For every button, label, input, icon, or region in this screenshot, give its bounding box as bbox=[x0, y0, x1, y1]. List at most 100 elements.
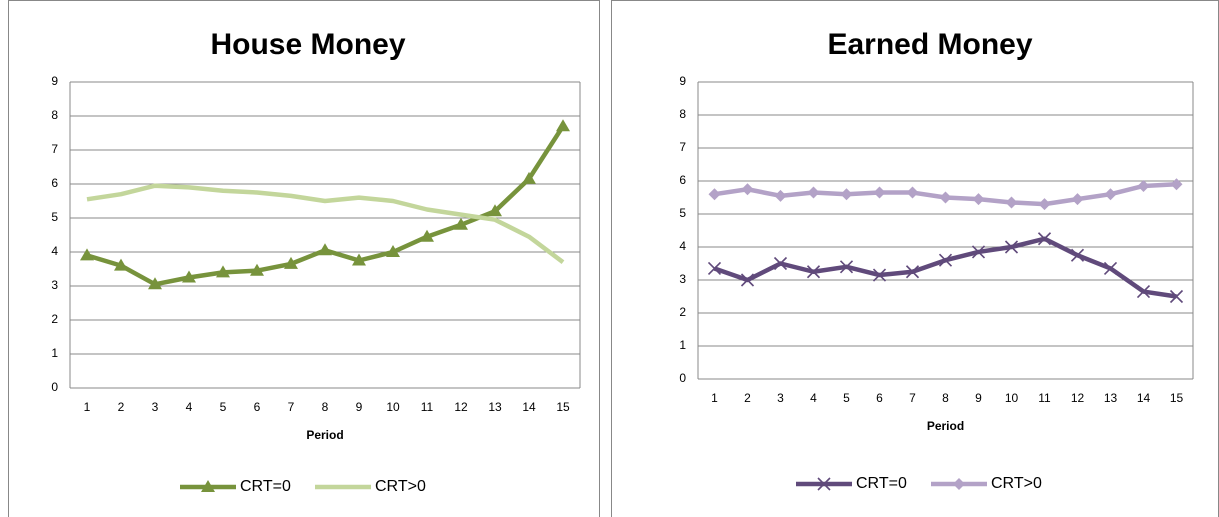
x-tick-label: 7 bbox=[909, 391, 916, 405]
x-tick-label: 15 bbox=[1170, 391, 1184, 405]
x-tick-label: 13 bbox=[488, 400, 502, 414]
marker bbox=[114, 258, 128, 271]
marker bbox=[741, 183, 754, 196]
marker bbox=[80, 248, 94, 261]
y-tick-label: 6 bbox=[679, 173, 686, 187]
marker bbox=[1170, 178, 1183, 191]
marker bbox=[556, 119, 570, 132]
legend-label: CRT=0 bbox=[856, 475, 907, 492]
marker bbox=[522, 171, 536, 184]
marker bbox=[807, 186, 820, 199]
marker bbox=[839, 260, 854, 274]
x-tick-label: 8 bbox=[322, 400, 329, 414]
x-tick-label: 14 bbox=[1137, 391, 1151, 405]
marker bbox=[972, 193, 985, 206]
x-tick-label: 2 bbox=[744, 391, 751, 405]
x-tick-label: 12 bbox=[1071, 391, 1085, 405]
marker bbox=[386, 245, 400, 257]
marker bbox=[939, 191, 952, 204]
marker bbox=[1005, 196, 1018, 209]
marker bbox=[872, 268, 887, 282]
y-tick-label: 5 bbox=[51, 210, 58, 224]
marker bbox=[905, 265, 920, 279]
marker bbox=[817, 477, 831, 491]
x-tick-label: 9 bbox=[975, 391, 982, 405]
marker bbox=[454, 217, 468, 230]
x-tick-label: 1 bbox=[711, 391, 718, 405]
marker bbox=[1070, 248, 1085, 262]
y-tick-label: 0 bbox=[51, 380, 58, 394]
marker bbox=[182, 270, 196, 283]
x-tick-label: 4 bbox=[186, 400, 193, 414]
chart-title: Earned Money bbox=[827, 28, 1032, 61]
y-tick-label: 3 bbox=[679, 272, 686, 286]
marker bbox=[216, 265, 230, 278]
x-tick-label: 8 bbox=[942, 391, 949, 405]
x-tick-label: 3 bbox=[152, 400, 159, 414]
y-tick-label: 8 bbox=[679, 107, 686, 121]
x-tick-label: 9 bbox=[356, 400, 363, 414]
x-tick-label: 5 bbox=[220, 400, 227, 414]
marker bbox=[1136, 284, 1151, 299]
marker bbox=[148, 277, 162, 290]
y-tick-label: 6 bbox=[51, 176, 58, 190]
marker bbox=[773, 256, 788, 271]
marker bbox=[806, 265, 821, 279]
marker bbox=[1137, 179, 1150, 192]
marker bbox=[971, 245, 986, 259]
y-tick-label: 7 bbox=[51, 142, 58, 156]
x-tick-label: 13 bbox=[1104, 391, 1118, 405]
x-axis-title: Period bbox=[306, 428, 343, 442]
marker bbox=[740, 273, 755, 287]
x-tick-label: 10 bbox=[386, 400, 400, 414]
marker bbox=[1037, 232, 1052, 246]
y-tick-label: 9 bbox=[51, 74, 58, 88]
marker bbox=[906, 186, 919, 199]
marker bbox=[708, 188, 721, 201]
x-tick-label: 7 bbox=[288, 400, 295, 414]
legend-label: CRT>0 bbox=[991, 475, 1042, 492]
x-tick-label: 11 bbox=[1038, 391, 1051, 405]
x-tick-label: 15 bbox=[556, 400, 570, 414]
marker bbox=[774, 189, 787, 202]
marker bbox=[953, 478, 965, 490]
y-tick-label: 7 bbox=[679, 140, 686, 154]
marker bbox=[420, 229, 434, 242]
y-tick-label: 1 bbox=[679, 338, 686, 352]
x-tick-label: 6 bbox=[254, 400, 261, 414]
x-tick-label: 10 bbox=[1005, 391, 1019, 405]
marker bbox=[318, 243, 332, 256]
y-tick-label: 9 bbox=[679, 74, 686, 88]
x-tick-label: 3 bbox=[777, 391, 784, 405]
x-tick-label: 14 bbox=[522, 400, 536, 414]
marker bbox=[1038, 198, 1051, 211]
y-tick-label: 2 bbox=[51, 312, 58, 326]
marker bbox=[1071, 193, 1084, 206]
marker bbox=[707, 261, 722, 276]
marker bbox=[1004, 240, 1019, 254]
y-tick-label: 1 bbox=[51, 346, 58, 360]
marker bbox=[1103, 261, 1118, 276]
x-tick-label: 4 bbox=[810, 391, 817, 405]
y-tick-label: 8 bbox=[51, 108, 58, 122]
y-tick-label: 4 bbox=[679, 239, 686, 253]
x-tick-label: 1 bbox=[84, 400, 91, 414]
marker bbox=[284, 256, 298, 269]
x-tick-label: 2 bbox=[118, 400, 125, 414]
marker bbox=[938, 253, 953, 267]
marker bbox=[873, 186, 886, 199]
marker bbox=[840, 188, 853, 201]
y-tick-label: 4 bbox=[51, 244, 58, 258]
x-tick-label: 6 bbox=[876, 391, 883, 405]
x-tick-label: 5 bbox=[843, 391, 850, 405]
marker bbox=[1169, 289, 1184, 304]
marker bbox=[201, 480, 215, 492]
y-tick-label: 0 bbox=[679, 371, 686, 385]
y-tick-label: 5 bbox=[679, 206, 686, 220]
marker bbox=[352, 253, 366, 266]
y-tick-label: 3 bbox=[51, 278, 58, 292]
legend-label: CRT=0 bbox=[240, 478, 291, 495]
series-line bbox=[86, 183, 565, 264]
